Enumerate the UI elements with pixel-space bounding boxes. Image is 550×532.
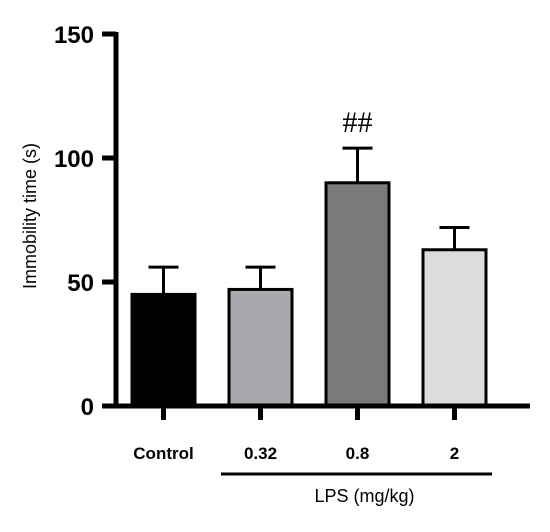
- x-tick-label-1: 0.32: [244, 444, 277, 463]
- bar-1: [227, 287, 294, 408]
- x-ticks: Control 0.32 0.8 2: [133, 406, 459, 463]
- y-axis-label: Immobility time (s): [20, 143, 40, 289]
- y-ticks: 0 50 100 150: [54, 22, 116, 421]
- bar-0: [130, 292, 197, 408]
- y-tick-label-3: 150: [54, 22, 94, 49]
- y-tick-label-2: 100: [54, 146, 94, 173]
- group-label: LPS (mg/kg): [314, 486, 414, 506]
- significance-annotation: ##: [343, 106, 373, 139]
- x-tick-label-2: 0.8: [346, 444, 370, 463]
- bar-3: [421, 248, 488, 408]
- x-tick-label-3: 2: [450, 444, 459, 463]
- y-tick-label-1: 50: [67, 270, 94, 297]
- chart-marks: ##: [130, 106, 488, 408]
- x-tick-label-0: Control: [133, 444, 193, 463]
- y-tick-label-0: 0: [81, 394, 94, 421]
- bar-2: [324, 181, 391, 408]
